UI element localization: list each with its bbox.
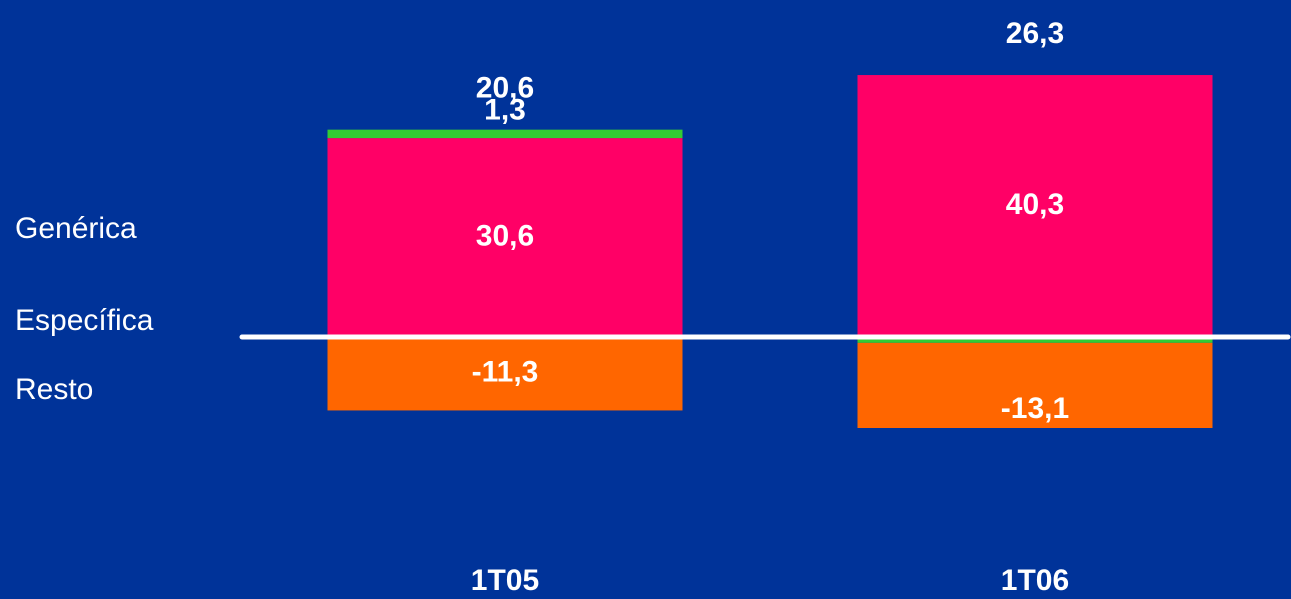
legend-label: Específica [15,304,154,337]
bar-segment [857,337,1213,343]
x-tick-label: 1T06 [1001,564,1069,597]
x-tick-label: 1T05 [471,564,539,597]
legend-label: Resto [15,373,93,406]
bar-segment [857,342,1213,428]
bar-segment [857,75,1213,338]
total-label: 26,3 [1006,17,1064,50]
value-label: 40,3 [1006,188,1064,221]
legend-label: Genérica [15,212,137,245]
value-label: 1,3 [484,94,526,127]
value-label: -11,3 [472,356,539,389]
bar-segment [327,337,683,411]
bar-segment [327,129,683,139]
value-label: -13,1 [1001,392,1069,425]
bar-segment [327,138,683,337]
value-label: 30,6 [476,219,534,252]
total-label: 20,6 [476,72,534,105]
